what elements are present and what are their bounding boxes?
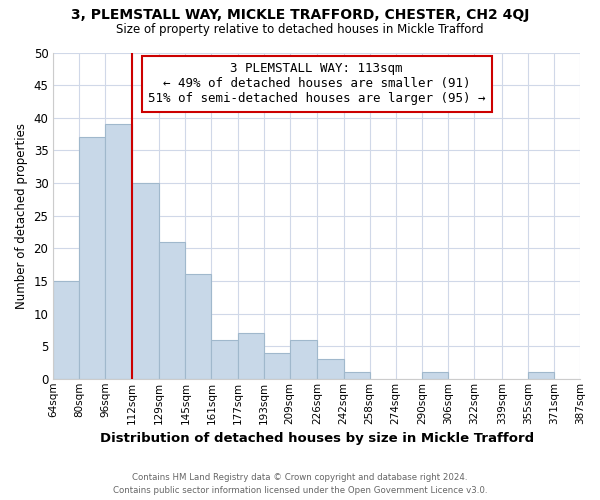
Bar	[263, 352, 290, 379]
Bar	[238, 333, 263, 379]
Bar	[317, 359, 344, 379]
Bar	[422, 372, 448, 379]
Bar	[344, 372, 370, 379]
Bar	[131, 183, 159, 379]
Text: 3, PLEMSTALL WAY, MICKLE TRAFFORD, CHESTER, CH2 4QJ: 3, PLEMSTALL WAY, MICKLE TRAFFORD, CHEST…	[71, 8, 529, 22]
Bar	[185, 274, 211, 379]
Bar	[528, 372, 554, 379]
Text: 3 PLEMSTALL WAY: 113sqm
← 49% of detached houses are smaller (91)
51% of semi-de: 3 PLEMSTALL WAY: 113sqm ← 49% of detache…	[148, 62, 485, 106]
Text: Size of property relative to detached houses in Mickle Trafford: Size of property relative to detached ho…	[116, 22, 484, 36]
Bar	[290, 340, 317, 379]
Bar	[159, 242, 185, 379]
Y-axis label: Number of detached properties: Number of detached properties	[15, 122, 28, 308]
Bar	[79, 138, 106, 379]
Text: Contains HM Land Registry data © Crown copyright and database right 2024.
Contai: Contains HM Land Registry data © Crown c…	[113, 473, 487, 495]
Bar	[53, 281, 79, 379]
X-axis label: Distribution of detached houses by size in Mickle Trafford: Distribution of detached houses by size …	[100, 432, 534, 445]
Bar	[211, 340, 238, 379]
Bar	[106, 124, 131, 379]
